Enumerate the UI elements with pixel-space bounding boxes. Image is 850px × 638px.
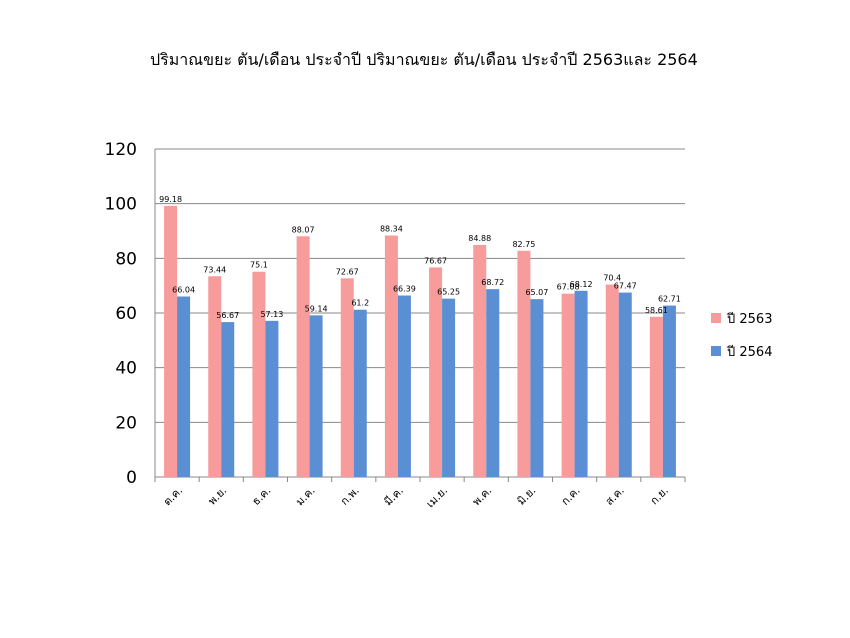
chart-title: ปริมาณขยะ ตัน/เดือน ประจำปี ปริมาณขยะ ตั…	[150, 50, 698, 69]
bar-series-2	[177, 296, 191, 477]
y-tick-label: 40	[115, 359, 137, 379]
data-label: 72.67	[336, 267, 359, 276]
data-label: 99.18	[159, 195, 182, 204]
x-tick-labels: ต.ค. พ.ย. ธ.ค. ม.ค. ก.พ. มี.ค. เม.ย. พ.ค. มิ.ย. ก…	[161, 484, 671, 510]
data-label: 84.88	[468, 234, 491, 243]
data-label: 70.4	[603, 274, 621, 283]
data-label: 66.04	[172, 285, 195, 294]
bar-series-2	[618, 292, 632, 477]
bar-series-2	[530, 299, 544, 477]
x-tick-label: มี.ค.	[382, 484, 406, 508]
bar-series-2	[662, 305, 676, 477]
bar-series-1	[340, 278, 354, 477]
data-label: 65.07	[525, 288, 548, 297]
bar-series-1	[164, 205, 178, 477]
x-tick-label: พ.ย.	[206, 484, 230, 508]
y-tick-label: 120	[105, 140, 137, 160]
data-label: 75.1	[250, 261, 268, 270]
y-tick-labels: 0 20 40 60 80 100 120	[105, 140, 137, 488]
data-label: 76.67	[424, 256, 447, 265]
bar-series-1	[252, 271, 266, 477]
y-tick-label: 20	[115, 413, 137, 433]
data-label: 62.71	[658, 295, 681, 304]
y-tick-label: 60	[115, 304, 137, 324]
bar-series-1	[473, 244, 487, 477]
data-label: 88.07	[292, 225, 315, 234]
data-label: 66.39	[393, 285, 416, 294]
data-label: 56.67	[216, 311, 239, 320]
bar-series-2	[265, 320, 279, 477]
axes	[154, 149, 686, 482]
x-tick-label: มิ.ย.	[515, 484, 539, 508]
data-label: 68.12	[570, 280, 593, 289]
data-labels: 99.18 66.04 73.44 56.67 75.1 57.13 88.07 59.14 7…	[159, 195, 681, 320]
bar-series-2	[353, 309, 367, 477]
bar-series-1	[384, 235, 398, 477]
data-label: 57.13	[260, 310, 283, 319]
data-label: 58.61	[645, 306, 668, 315]
legend-label: ปี 2564	[726, 344, 772, 360]
x-tick-label: ก.พ.	[338, 484, 362, 508]
bar-series-1	[429, 267, 443, 477]
bar-series-2	[221, 322, 235, 477]
data-label: 68.72	[481, 278, 504, 287]
data-label: 67.47	[614, 282, 637, 291]
bar-series-1	[605, 284, 619, 477]
bar-series-1	[561, 293, 575, 477]
bar-series-2	[442, 298, 456, 477]
y-tick-label: 80	[115, 249, 137, 269]
gridlines	[155, 148, 685, 423]
legend-swatch	[711, 313, 721, 323]
data-label: 61.2	[351, 299, 369, 308]
legend-label: ปี 2563	[726, 311, 772, 327]
bar-series-1	[208, 276, 222, 477]
x-tick-label: ม.ค.	[293, 484, 317, 508]
legend-swatch	[711, 346, 721, 356]
data-label: 82.75	[512, 240, 535, 249]
data-label: 59.14	[305, 304, 328, 313]
data-label: 65.25	[437, 288, 460, 297]
y-tick-label: 100	[105, 195, 137, 215]
x-tick-label: ก.ย.	[648, 484, 671, 507]
data-label: 73.44	[203, 265, 226, 274]
bar-series-2	[397, 295, 411, 477]
bar-series-2	[574, 290, 588, 477]
x-tick-label: ธ.ค.	[249, 484, 273, 508]
bar-series-1	[649, 316, 663, 477]
legend: ปี 2563 ปี 2564	[711, 311, 772, 360]
data-label: 67.08	[557, 283, 580, 292]
x-tick-label: ส.ค.	[603, 484, 627, 508]
bar-series-1	[296, 236, 310, 477]
bars	[164, 205, 676, 477]
bar-series-2	[309, 315, 323, 477]
x-tick-label: ก.ค.	[559, 484, 583, 508]
x-tick-label: เม.ย.	[424, 484, 450, 510]
data-label: 88.34	[380, 225, 403, 234]
x-tick-label: ต.ค.	[161, 484, 185, 508]
bar-series-2	[486, 289, 500, 477]
x-tick-label: พ.ค.	[470, 484, 494, 508]
bar-series-1	[517, 250, 531, 477]
y-tick-label: 0	[126, 468, 137, 488]
